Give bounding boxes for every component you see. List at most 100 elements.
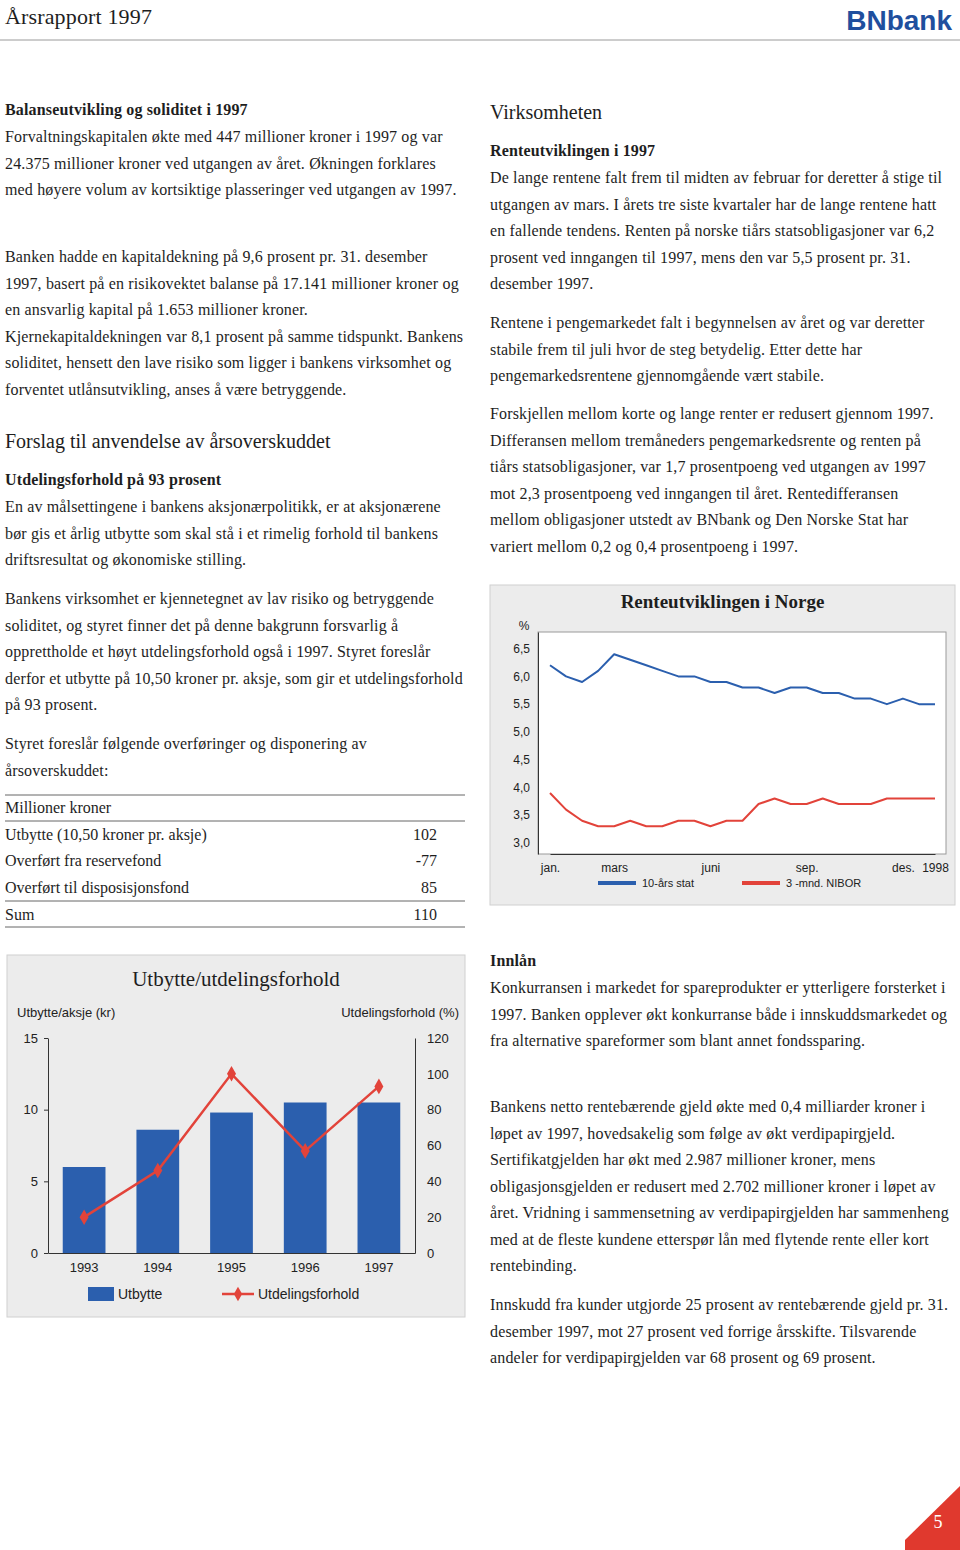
y-axis-tick-label: 15 <box>24 1031 38 1046</box>
subheading: Innlån <box>490 948 952 975</box>
y2-axis-tick: 100 <box>415 1066 449 1081</box>
paragraph: Bankens netto rentebærende gjeld økte me… <box>490 1094 952 1280</box>
legend-swatch <box>88 1287 114 1301</box>
bar <box>284 1103 327 1254</box>
plot-area <box>550 654 935 826</box>
paragraph: De lange rentene falt frem til midten av… <box>490 165 952 298</box>
y2-axis-tick-label: 100 <box>427 1066 449 1081</box>
chart-title: Utbytte/utdelingsforhold <box>132 967 340 991</box>
y-axis-tick-label: 5 <box>31 1174 38 1189</box>
y2-axis-tick-label: 60 <box>427 1138 441 1153</box>
y-axis-tick-label: 3,5 <box>513 808 530 822</box>
bar <box>210 1113 253 1253</box>
legend-swatch <box>598 881 636 885</box>
paragraph: En av målsettingene i bankens aksjonærpo… <box>5 494 465 574</box>
x-axis-tick: 1998 <box>922 854 949 875</box>
x-axis-tick: 1997 <box>364 1253 393 1275</box>
y-axis-tick-label: 4,5 <box>513 753 530 767</box>
x-axis-tick-label: 1996 <box>291 1260 320 1275</box>
line <box>550 793 935 826</box>
x-axis-tick-label: mars <box>601 861 628 875</box>
x-axis-tick: des. <box>892 854 915 875</box>
legend-marker <box>234 1287 242 1301</box>
y-axis-tick-label: 3,0 <box>513 836 530 850</box>
y-axis-tick-label: 5,0 <box>513 725 530 739</box>
y2-axis-tick: 80 <box>415 1102 441 1117</box>
y2-axis-tick: 60 <box>415 1138 441 1153</box>
chart: Utbytte/utdelingsforhold Utbytte/aksje (k… <box>7 955 465 1317</box>
y-axis-tick: 0 <box>31 1246 48 1261</box>
y2-axis-line <box>415 1039 416 1254</box>
marker <box>374 1079 383 1095</box>
y-axis-tick: 3,0 <box>513 836 538 850</box>
y2-axis-title: Utdelingsforhold (%) <box>341 1005 459 1020</box>
y-axis-tick-mark <box>44 1181 48 1182</box>
bar <box>63 1167 106 1253</box>
heading: Balanseutvikling og soliditet i 1997 <box>5 97 465 124</box>
section-title: Virksomheten <box>490 99 952 125</box>
marker <box>227 1066 236 1082</box>
legend-item: Utdelingsforhold <box>222 1286 359 1302</box>
y2-axis-tick: 0 <box>415 1246 434 1261</box>
paragraph: Bankens virksomhet er kjennetegnet av la… <box>5 586 465 719</box>
marker <box>301 1143 310 1159</box>
y-axis-title: Utbytte/aksje (kr) <box>17 1005 115 1020</box>
y2-axis-tick: 40 <box>415 1174 441 1189</box>
bar <box>136 1130 179 1253</box>
line <box>550 654 935 704</box>
table-rule <box>5 927 465 928</box>
y-axis-tick-label: 0 <box>31 1246 38 1261</box>
paragraph: Rentene i pengemarkedet falt i begynnels… <box>490 310 952 390</box>
y-axis-tick-mark <box>44 1110 48 1111</box>
page-number: 5 <box>934 1512 943 1532</box>
x-axis-tick: 1996 <box>291 1253 320 1275</box>
table-label: Utbytte (10,50 kroner pr. aksje) <box>5 822 207 848</box>
y-axis-tick-mark <box>44 1038 48 1039</box>
y2-axis: 020406080100120 <box>415 1031 449 1261</box>
y-axis: 3,0 3,5 4,0 4,5 5,0 5,5 6,0 6,5 <box>513 633 538 855</box>
x-axis-tick-label: sep. <box>796 861 819 875</box>
x-axis-tick-label: 1997 <box>364 1260 393 1275</box>
chart-background <box>490 585 955 905</box>
page-title: Årsrapport 1997 <box>5 2 152 32</box>
marker <box>153 1163 162 1179</box>
paragraph: Banken hadde en kapitaldekning på 9,6 pr… <box>5 244 465 403</box>
legend-label: Utdelingsforhold <box>258 1286 359 1302</box>
y-axis-title: % <box>519 619 530 633</box>
table-label: Overført til disposisjonsfond <box>5 875 189 901</box>
x-axis-tick: sep. <box>796 854 819 875</box>
x-axis-line <box>49 1253 416 1254</box>
logo: BNbank <box>846 5 952 36</box>
x-axis-tick-label: des. <box>892 861 915 875</box>
x-axis-tick-label: 1994 <box>143 1260 172 1275</box>
y-axis-tick-label: 5,5 <box>513 697 530 711</box>
y-axis-tick-label: 4,0 <box>513 781 530 795</box>
y-axis: 0 5 10 15 <box>24 1031 49 1261</box>
subheading: Utdelingsforhold på 93 prosent <box>5 467 465 494</box>
y-axis-tick-label: 6,5 <box>513 642 530 656</box>
y2-axis-tick-label: 120 <box>427 1031 449 1046</box>
legend-label: 3 -mnd. NIBOR <box>786 877 861 889</box>
y2-axis-tick-label: 0 <box>427 1246 434 1261</box>
page-corner <box>905 1486 960 1550</box>
y2-axis-tick: 120 <box>415 1031 449 1046</box>
y-axis-tick: 6,0 <box>513 670 538 684</box>
table-label: Overført fra reservefond <box>5 848 161 874</box>
paragraph: Forvaltningskapitalen økte med 447 milli… <box>5 124 465 204</box>
x-axis-tick-label: 1993 <box>70 1260 99 1275</box>
y-axis-tick: 10 <box>24 1102 48 1117</box>
y-axis-tick: 4,0 <box>513 781 538 795</box>
paragraph: Forskjellen mellom korte og lange renter… <box>490 401 952 560</box>
table-total-label: Sum <box>5 902 34 928</box>
y-axis-tick: 6,5 <box>513 642 538 656</box>
chart-background <box>7 955 465 1317</box>
legend-label: 10-års stat <box>642 877 694 889</box>
chart: Renteutviklingen i Norge%3,03,54,04,55,0… <box>490 585 955 905</box>
x-axis-line <box>551 854 936 855</box>
table-header: Millioner kroner <box>5 795 111 821</box>
legend-item: Utbytte <box>88 1286 163 1302</box>
subheading: Renteutviklingen i 1997 <box>490 138 952 165</box>
line <box>84 1074 379 1217</box>
y-axis-tick-label: 6,0 <box>513 670 530 684</box>
y-axis-tick: 4,5 <box>513 753 538 767</box>
